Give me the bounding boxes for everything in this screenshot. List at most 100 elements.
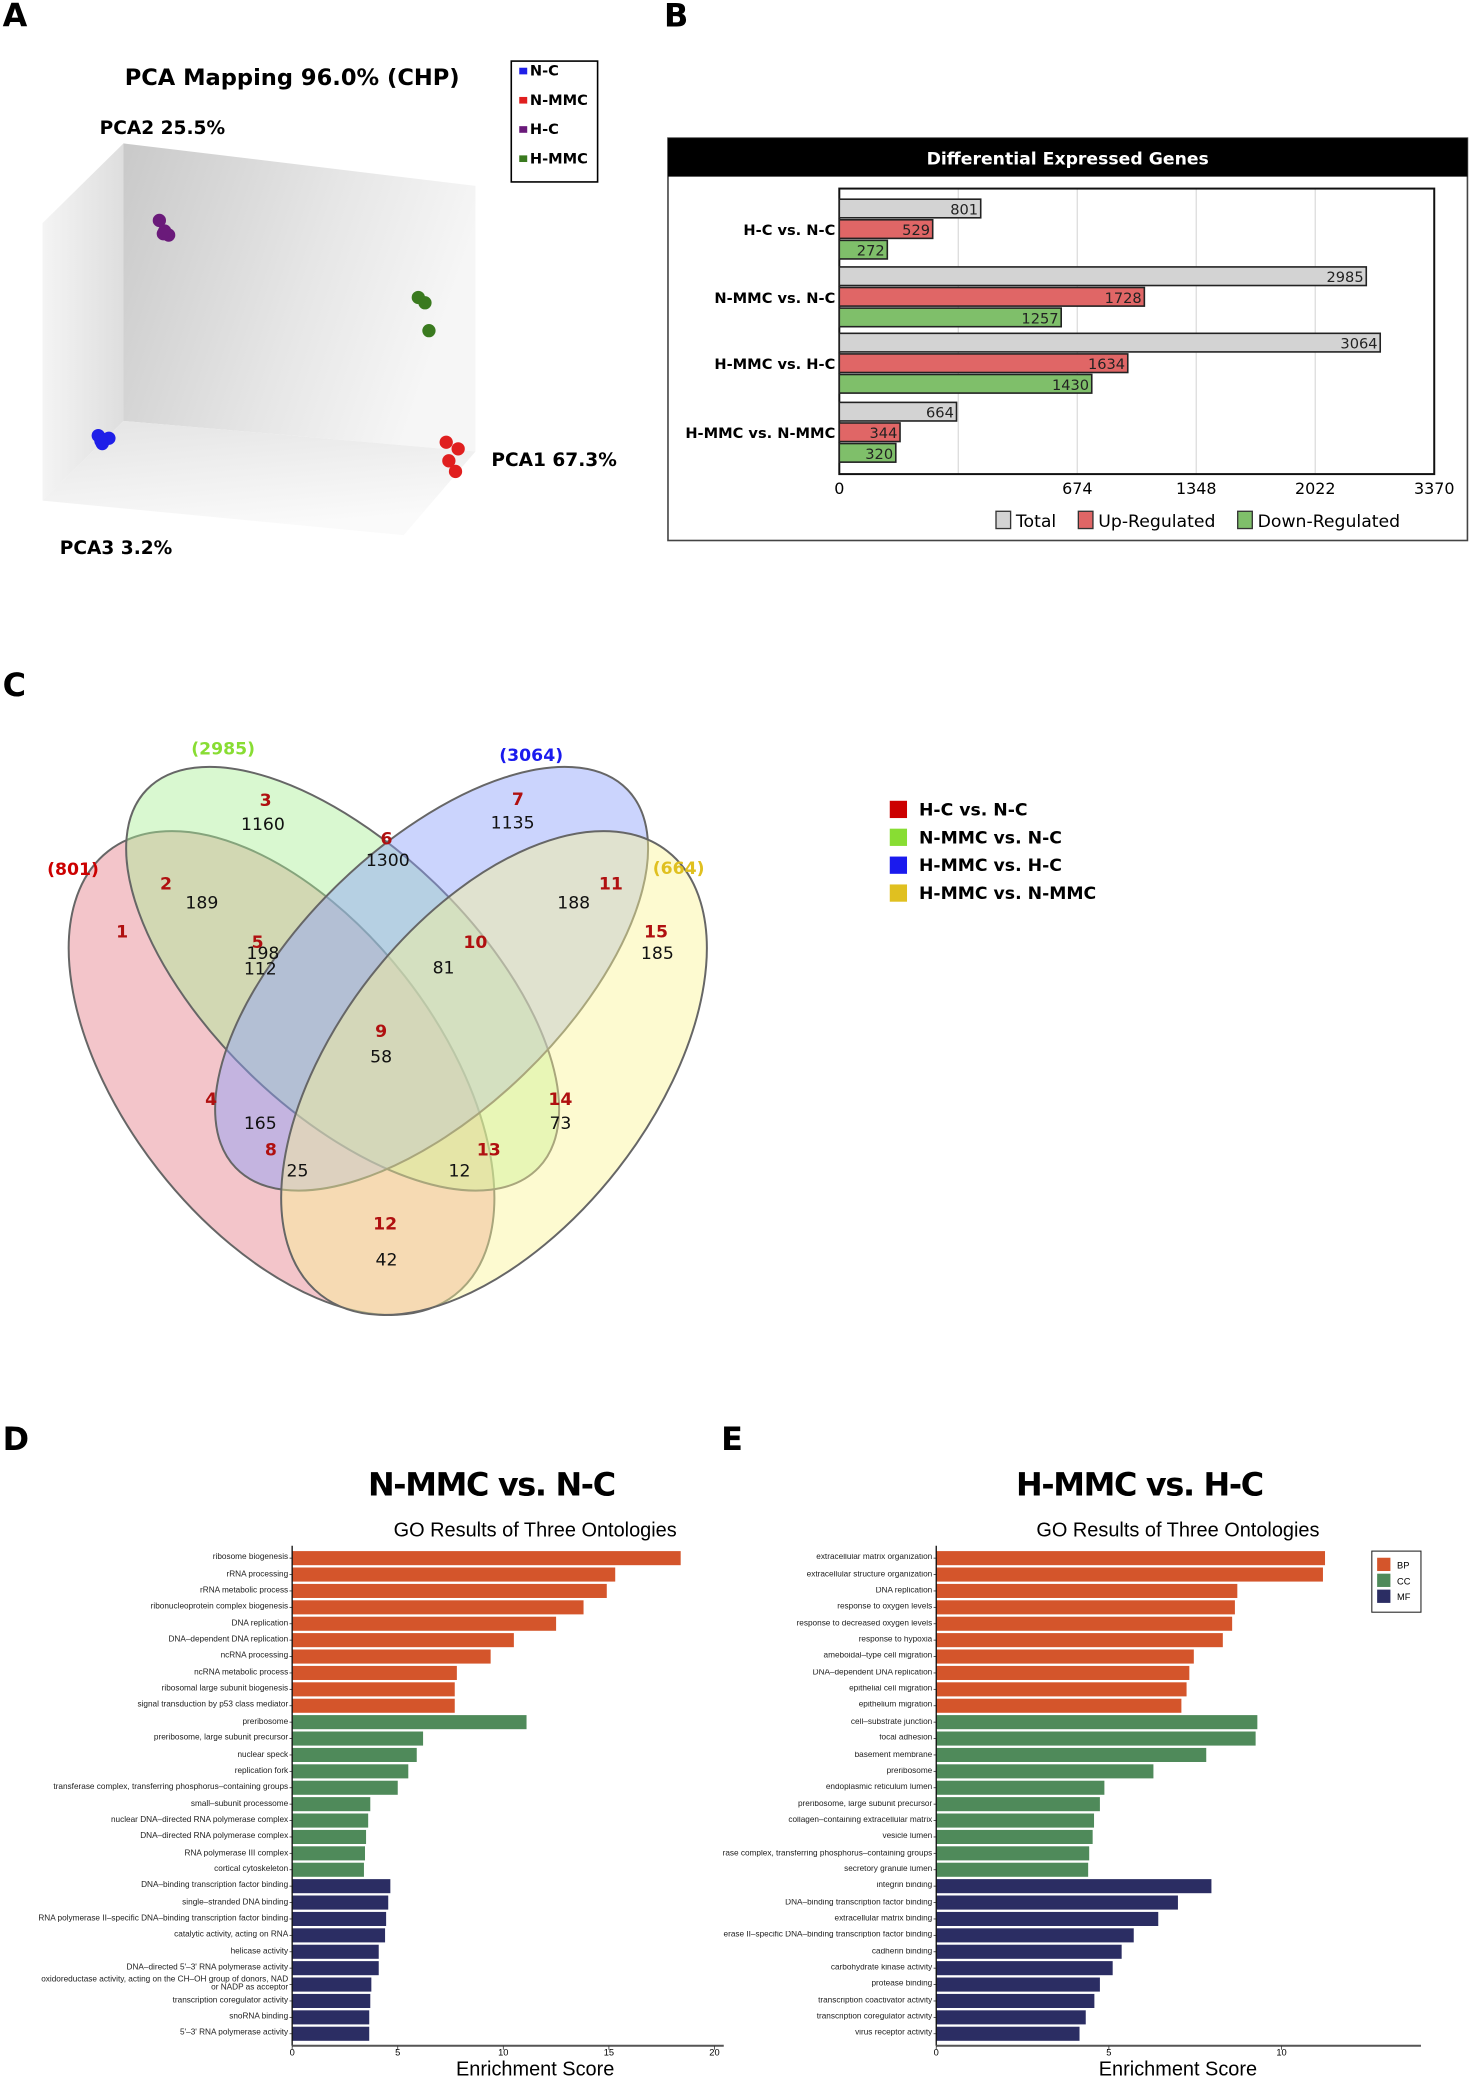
legend-swatch	[519, 96, 528, 104]
go-bar-bp	[936, 1616, 1233, 1631]
go-bar-bp	[292, 1682, 455, 1697]
go-bar-mf	[936, 1993, 1095, 2009]
pca-point-h-mmc	[422, 324, 436, 338]
go-term-label: transferase complex, transferring phosph…	[53, 1782, 289, 1792]
legend-swatch	[995, 510, 1012, 530]
go-bar-mf	[292, 1977, 372, 1992]
pca-point-n-mmc	[442, 454, 456, 468]
go-term-label: nuclear speck	[237, 1749, 289, 1759]
go-term-label: DNA–dependent DNA replication	[812, 1669, 933, 1677]
go-bar-bp	[292, 1665, 457, 1680]
venn-diagram: (801)(2985) (3064)(664)119821893116041655…	[47, 739, 1096, 1316]
go-term-label: DNA replication	[231, 1618, 289, 1628]
venn-region-count: 198	[246, 944, 279, 964]
go-bar-bp	[936, 1551, 1326, 1566]
venn-region-id: 11	[599, 875, 623, 895]
venn-region-count: 165	[244, 1114, 277, 1134]
legend-swatch	[519, 126, 528, 133]
go-legend-swatch	[1377, 1557, 1391, 1572]
go-bar-cc	[936, 1764, 1154, 1779]
go-term-label: response to hypoxia	[858, 1636, 933, 1645]
go-bar-bp	[936, 1600, 1235, 1615]
go-term-label: snoRNA binding	[229, 2012, 289, 2022]
deg-plot-area	[838, 187, 1436, 476]
go-term-label: secretory granule lumen	[844, 1865, 933, 1874]
go-term-label: cadherin binding	[871, 1947, 933, 1956]
go-subtitle: GO Results of Three Ontologies	[393, 1519, 677, 1542]
bar-total	[838, 401, 958, 422]
go-term-label: helicase activity	[230, 1946, 289, 1956]
go-term-label: response to oxygen levels	[837, 1603, 933, 1612]
go-bar-bp	[292, 1616, 557, 1631]
x-tick-label: 10	[1276, 2048, 1287, 2058]
venn-region-id: 2	[160, 875, 172, 895]
bar-value-label: 1257	[1021, 310, 1058, 327]
go-bar-mf	[936, 1895, 1178, 1910]
legend-swatch	[1237, 510, 1253, 530]
bar-value-label: 529	[902, 222, 930, 239]
venn-region-count: 25	[286, 1162, 308, 1182]
go-term-label: erase II–specific DNA–binding transcript…	[723, 1931, 933, 1940]
go-term-label: DNA replication	[875, 1587, 933, 1595]
venn-region-id: 15	[644, 923, 668, 943]
go-bar-cc	[936, 1747, 1207, 1762]
bar-value-label: 2985	[1326, 269, 1363, 286]
go-term-label: rRNA processing	[226, 1569, 289, 1579]
category-label: H-MMC vs. H-C	[714, 356, 835, 373]
go-term-label: ameboidal–type cell migration	[823, 1652, 933, 1661]
bar-value-label: 801	[950, 201, 978, 218]
go-bar-mf	[936, 2026, 1080, 2041]
legend-swatch	[519, 155, 528, 163]
go-legend-swatch	[1377, 1573, 1391, 1587]
bar-up-regulated	[838, 218, 934, 240]
pca-title: PCA Mapping 96.0% (CHP)	[125, 65, 460, 91]
go-bar-mf	[936, 2010, 1086, 2025]
go-bar-bp	[936, 1567, 1323, 1582]
go-term-label: rRNA metabolic process	[200, 1585, 289, 1595]
go-term-label: endoplasmic reticulum lumen	[825, 1783, 933, 1792]
go-term-label: transcription coregulator activity	[816, 2013, 933, 2022]
go-bar-mf	[936, 1879, 1212, 1894]
venn-region-id: 7	[512, 790, 524, 810]
go-bar-mf	[292, 1911, 387, 1926]
go-term-label: basement membrane	[854, 1751, 933, 1759]
go-bar-bp	[936, 1583, 1238, 1598]
go-bar-mf	[292, 1961, 379, 1976]
bar-up-regulated	[838, 422, 901, 443]
pca-point-h-mmc	[418, 296, 432, 310]
deg-bar-chart: Differential Expressed Genes H-C vs. N-C…	[667, 137, 1469, 542]
pca-legend-label: N-MMC	[530, 92, 588, 109]
deg-title: Differential Expressed Genes	[927, 150, 1209, 170]
go-term-label: single–stranded DNA binding	[182, 1897, 289, 1907]
go-bar-mf	[936, 1961, 1113, 1976]
venn-region-id: 1	[116, 923, 128, 943]
go-term-label: nuclear DNA–directed RNA polymerase comp…	[110, 1815, 289, 1825]
legend-label: Up-Regulated	[1098, 512, 1215, 532]
pca-floor	[42, 420, 476, 536]
venn-region-id: 14	[548, 1090, 572, 1110]
go-bar-cc	[292, 1846, 366, 1861]
bar-down-regulated	[838, 373, 1093, 394]
go-term-label: RNA polymerase II–specific DNA–binding t…	[38, 1913, 289, 1924]
go-bar-bp	[936, 1649, 1194, 1664]
bar-down-regulated	[838, 307, 1063, 328]
legend-swatch	[1077, 510, 1094, 530]
go-term-label: replication fork	[234, 1766, 289, 1776]
go-bar-bp	[292, 1583, 607, 1598]
panel-label-a: A	[2, 0, 28, 35]
venn-region-count: 188	[557, 893, 590, 913]
go-subtitle: GO Results of Three Ontologies	[1036, 1519, 1320, 1542]
bar-total	[838, 198, 982, 219]
bar-value-label: 272	[857, 243, 885, 260]
go-term-label: DNA–dependent DNA replication	[168, 1634, 289, 1645]
go-term-label: carbohydrate kinase activity	[830, 1964, 933, 1973]
venn-legend-swatch	[889, 884, 908, 902]
x-tick-label: 15	[603, 2048, 615, 2058]
go-bar-mf	[936, 1911, 1159, 1926]
go-bar-cc	[936, 1797, 1100, 1812]
go-term-label: collagen–containing extracellular matrix	[788, 1816, 933, 1825]
go-term-label: DNA–directed RNA polymerase complex	[140, 1831, 289, 1842]
go-term-label: vesicle lumen	[882, 1833, 933, 1841]
pca-point-n-mmc	[451, 442, 465, 456]
